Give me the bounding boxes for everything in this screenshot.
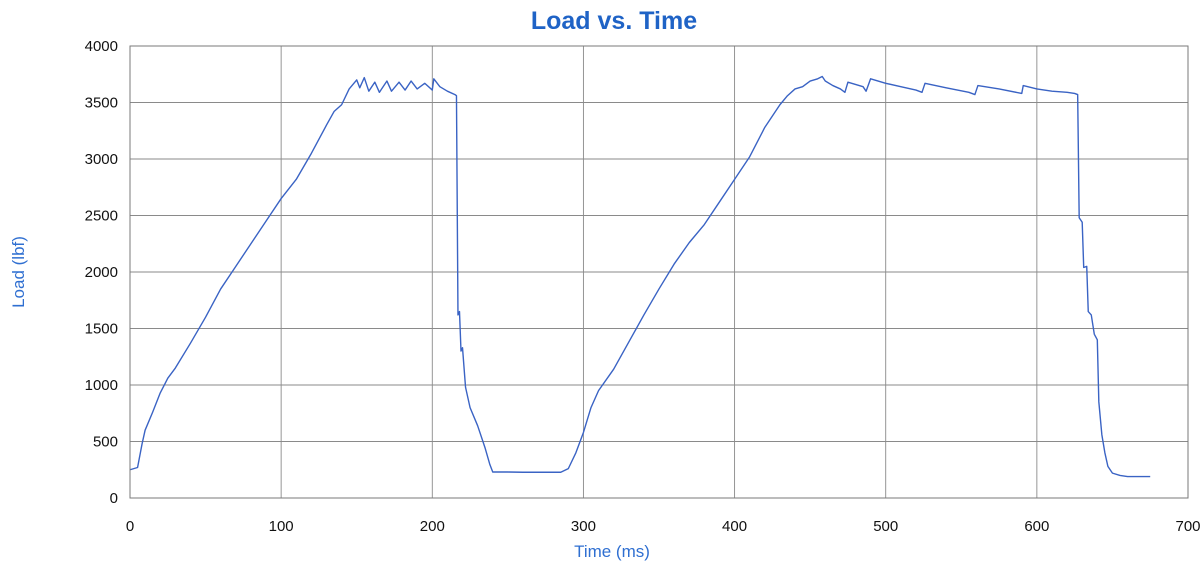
series-line-load xyxy=(129,75,1151,478)
tick-labels: 0 100 200 300 400 500 600 700 0 500 1000 1500 2000 25… xyxy=(85,38,1201,535)
y-tick-label: 1000 xyxy=(85,377,118,394)
y-tick-label: 2500 xyxy=(85,208,118,225)
y-tick-label: 2000 xyxy=(85,264,118,281)
y-axis-label: Load (lbf) xyxy=(9,236,28,308)
y-tick-label: 0 xyxy=(110,490,118,507)
x-tick-label: 200 xyxy=(420,518,445,535)
series-layer xyxy=(129,75,1151,478)
y-tick-label: 3000 xyxy=(85,151,118,168)
x-tick-label: 400 xyxy=(722,518,747,535)
x-tick-label: 300 xyxy=(571,518,596,535)
y-tick-label: 1500 xyxy=(85,321,118,338)
x-tick-label: 600 xyxy=(1024,518,1049,535)
y-tick-label: 3500 xyxy=(85,95,118,112)
y-tick-label: 500 xyxy=(93,434,118,451)
x-axis-label: Time (ms) xyxy=(574,542,650,561)
x-tick-label: 700 xyxy=(1175,518,1200,535)
plot-frame xyxy=(129,45,1189,499)
x-tick-label: 0 xyxy=(126,518,134,535)
grid xyxy=(129,45,1189,499)
x-tick-label: 500 xyxy=(873,518,898,535)
chart-title: Load vs. Time xyxy=(531,7,697,35)
x-tick-label: 100 xyxy=(269,518,294,535)
y-tick-label: 4000 xyxy=(85,38,118,55)
